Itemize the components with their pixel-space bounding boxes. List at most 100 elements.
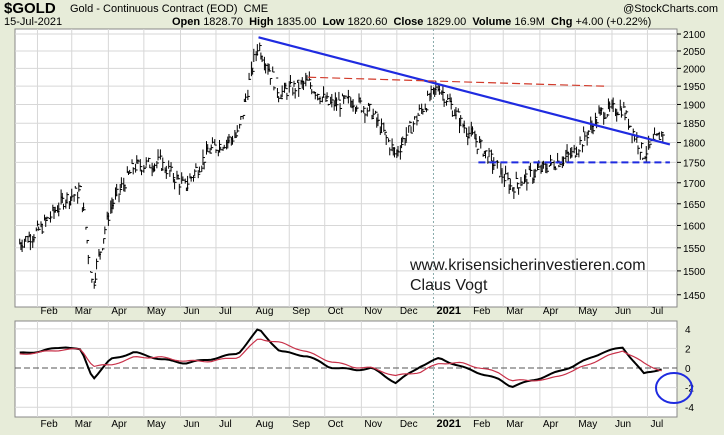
x-tick-label: Dec (400, 306, 418, 317)
low-value: 1820.60 (347, 16, 388, 28)
ohlc-bar (182, 176, 185, 181)
resistance-line (308, 76, 605, 87)
ohlc-bar (343, 95, 346, 104)
ohlc-bar (619, 99, 623, 111)
ohlc-bar (418, 104, 422, 111)
ohlc-bar (87, 254, 91, 265)
ohlc-bar (86, 239, 90, 244)
ohlc-bar (620, 108, 624, 118)
ohlc-bar (458, 117, 462, 134)
ohlc-bar (529, 162, 533, 177)
ohlc-bar (38, 226, 41, 231)
ohlc-bar (184, 178, 188, 184)
ohlc-bar (178, 183, 182, 195)
ohlc-bar (139, 159, 143, 172)
x-tick-label: May (578, 306, 597, 317)
ohlc-bar (509, 178, 513, 190)
ohlc-bar (129, 169, 132, 174)
ohlc-bar (649, 143, 652, 149)
ohlc-bar (327, 103, 331, 106)
x-tick-label: Jul (650, 419, 663, 430)
ohlc-bar (445, 100, 449, 106)
x-tick-label: Nov (364, 419, 382, 430)
ohlc-bar (550, 154, 553, 166)
ohlc-bar (323, 86, 326, 98)
ohlc-bar (265, 63, 268, 74)
x-tick-label: Jul (219, 306, 232, 317)
ohlc-bar (482, 153, 486, 157)
ohlc-bar (157, 149, 161, 161)
ohlc-bar (430, 85, 434, 98)
ohlc-bar (207, 144, 210, 153)
ohlc-bar (397, 145, 401, 157)
credit-label: @StockCharts.com (623, 3, 718, 15)
x-tick-label: Jun (184, 419, 200, 430)
x-tick-label: Mar (506, 306, 524, 317)
x-tick-label: Apr (543, 306, 559, 317)
ohlc-bar (356, 105, 359, 112)
ohlc-bar (455, 107, 458, 120)
ohlc-bar (475, 133, 479, 148)
price-tick-label: 1900 (683, 100, 706, 111)
ohlc-bar (27, 235, 31, 243)
ohlc-bar (551, 161, 554, 165)
ohlc-bar (573, 144, 577, 154)
ohlc-bar (484, 150, 488, 159)
ohlc-bar (490, 149, 494, 162)
ohlc-bar (654, 127, 657, 136)
ohlc-bar (127, 171, 131, 175)
ohlc-bar (442, 84, 445, 101)
ohlc-bar (61, 192, 65, 204)
ohlc-bar (468, 126, 471, 139)
ohlc-bar (209, 147, 213, 154)
ohlc-bar (341, 93, 345, 97)
ohlc-bar (417, 112, 421, 116)
ohlc-bar (148, 157, 151, 162)
ohlc-bar (385, 134, 389, 145)
ohlc-bar (359, 98, 363, 104)
ohlc-bar (563, 156, 566, 167)
x-tick-label: Jun (615, 306, 631, 317)
price-tick-label: 1700 (683, 179, 706, 190)
osc-tick-label: 4 (685, 325, 691, 336)
ohlc-bar (404, 137, 408, 146)
ohlc-bar (240, 115, 243, 120)
chg-label: Chg (551, 16, 573, 28)
ohlc-bar (379, 126, 383, 135)
ohlc-bar (609, 101, 612, 112)
ohlc-bar (144, 166, 148, 168)
watermark-author: Claus Vogt (410, 277, 488, 294)
signal-line (19, 338, 662, 382)
ohlc-bar (347, 89, 351, 104)
ohlc-bar (364, 112, 367, 123)
x-tick-label: Jun (615, 419, 631, 430)
ohlc-bar (336, 97, 339, 111)
ohlc-bar (579, 136, 583, 145)
ohlc-bar (507, 172, 510, 181)
ohlc-bar (203, 161, 207, 170)
ohlc-bar (294, 88, 298, 99)
x-tick-label: Mar (506, 419, 524, 430)
ohlc-bar (85, 226, 88, 230)
price-tick-label: 1750 (683, 158, 706, 169)
ohlc-bar (140, 169, 144, 176)
ohlc-bar (425, 108, 429, 113)
x-tick-label: Nov (364, 306, 382, 317)
ohlc-bar (384, 131, 388, 136)
x-tick-label: Mar (75, 306, 93, 317)
ohlc-bar (546, 163, 549, 174)
ohlc-bar (629, 125, 632, 128)
ohlc-bar (215, 149, 218, 154)
price-tick-label: 1500 (683, 267, 706, 278)
ohlc-bar (499, 175, 502, 178)
ohlc-bar (119, 184, 123, 193)
ohlc-bar (639, 151, 643, 160)
ohlc-bar (515, 171, 519, 180)
ohlc-bar (401, 137, 404, 149)
ohlc-bar (606, 113, 610, 118)
ohlc-bar (297, 79, 300, 83)
ohlc-bar (172, 172, 176, 183)
price-tick-label: 1950 (683, 82, 706, 93)
ohlc-bar (388, 138, 391, 143)
ohlc-bar (65, 199, 68, 209)
